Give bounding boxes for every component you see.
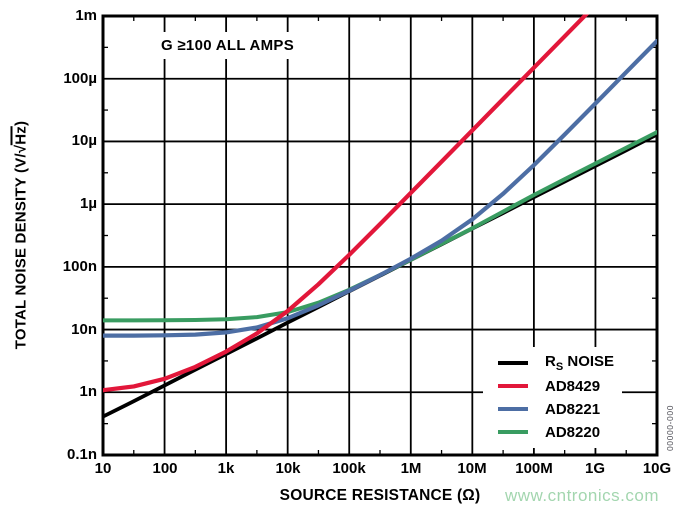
y-axis-title: TOTAL NOISE DENSITY (V/√Hz): [10, 120, 30, 350]
legend-item-ad8429: AD8429: [483, 375, 622, 398]
legend-item-ad8220: AD8220: [483, 421, 622, 444]
x-tick-label: 1M: [400, 460, 422, 477]
legend-label: AD8220: [545, 423, 601, 441]
x-tick-label: 10G: [642, 460, 672, 477]
watermark-url: www.cntronics.com: [505, 486, 659, 505]
x-tick-label: 1k: [217, 460, 235, 477]
y-tick-label: 1µ: [80, 195, 97, 212]
legend: RS NOISE AD8429 AD8221 AD8220: [483, 347, 622, 448]
legend-label: AD8429: [545, 377, 601, 395]
y-tick-label: 10n: [71, 321, 97, 338]
plot-border: [101, 14, 659, 457]
x-tick-label: 10k: [275, 460, 301, 477]
figure-code: 00000-000: [665, 404, 675, 452]
legend-label: RS NOISE: [545, 352, 615, 373]
gridlines: [103, 16, 657, 455]
curves: [103, 14, 657, 419]
y-tick-label: 0.1n: [66, 446, 97, 463]
x-tick-label: 10: [94, 460, 112, 477]
legend-swatch-red: [498, 384, 528, 388]
y-tick-label: 100µ: [63, 70, 97, 87]
y-tick-label: 100n: [62, 258, 97, 275]
curve-ad8429: [103, 14, 590, 393]
gain-annotation: G ≥100 ALL AMPS: [139, 32, 316, 59]
x-tick-label: 100M: [515, 460, 553, 477]
y-tick-label: 1m: [75, 7, 97, 24]
legend-item-ad8221: AD8221: [483, 398, 622, 421]
legend-item-rs-noise: RS NOISE: [483, 352, 622, 375]
x-tick-label: 1G: [584, 460, 605, 477]
x-tick-label: 100: [152, 460, 178, 477]
legend-swatch-black: [498, 361, 528, 365]
legend-swatch-green: [498, 430, 528, 434]
x-tick-label: 10M: [457, 460, 487, 477]
x-tick-label: 100k: [332, 460, 366, 477]
legend-swatch-blue: [498, 407, 528, 411]
y-tick-label: 10µ: [71, 132, 97, 149]
x-axis-title: SOURCE RESISTANCE (Ω): [279, 487, 481, 504]
legend-label: AD8221: [545, 400, 601, 418]
curve-ad8221: [103, 38, 657, 338]
y-tick-label: 1n: [79, 383, 97, 400]
